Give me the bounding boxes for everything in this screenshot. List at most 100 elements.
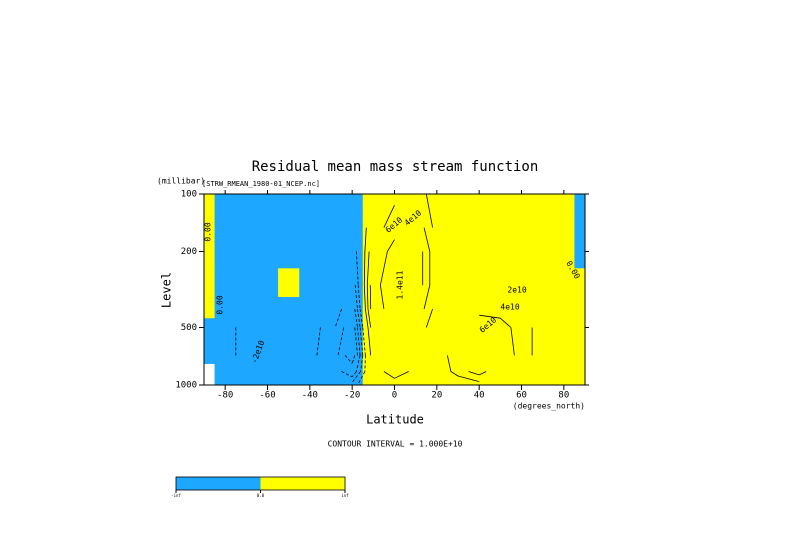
field-cell [204, 210, 216, 241]
field-cell [405, 363, 427, 379]
field-cell [299, 194, 321, 212]
field-cell [362, 194, 385, 212]
field-cell [235, 363, 258, 379]
field-cell [405, 318, 427, 342]
contour-label: 0.00 [216, 295, 225, 314]
field-cell [235, 194, 258, 212]
field-cell [574, 341, 586, 364]
field-cell [278, 194, 300, 212]
x-axis-label: Latitude [366, 413, 424, 427]
field-cell [426, 297, 448, 319]
field-cell [341, 297, 364, 319]
field-cell [405, 239, 427, 269]
field-cell [214, 239, 237, 269]
field-cell [214, 378, 237, 386]
field-cell [532, 318, 554, 342]
field-cell [426, 341, 448, 364]
field-cell [489, 363, 512, 379]
contour-line [380, 239, 395, 310]
field-cell [214, 341, 237, 364]
field-cell [320, 297, 343, 319]
field-cell [362, 341, 385, 364]
field-cell [278, 378, 300, 386]
field-cell [256, 297, 279, 319]
field-cell [510, 268, 533, 298]
field-cell [256, 318, 279, 342]
field-cell [204, 297, 216, 319]
field-cell [341, 363, 364, 379]
field-cell [574, 239, 586, 269]
x-tick-label: 60 [516, 391, 527, 401]
field-cell [235, 318, 258, 342]
field-cell [447, 194, 470, 212]
field-cell [553, 268, 575, 298]
contour-line [235, 251, 366, 386]
y-tick-label: 500 [181, 323, 197, 333]
field-cell [256, 363, 279, 379]
field-cell [532, 341, 554, 364]
field-cell [553, 239, 575, 269]
x-tick-label: -40 [302, 391, 318, 401]
field-cell [426, 378, 448, 386]
field-cell [468, 318, 491, 342]
field-cell [362, 239, 385, 269]
contour-line [363, 227, 533, 356]
field-cell [532, 297, 554, 319]
field-cell [278, 239, 300, 269]
field-cell [489, 297, 512, 319]
contour-line [316, 285, 364, 383]
field-cell [320, 363, 343, 379]
x-tick-label: 20 [431, 391, 442, 401]
field-cell [405, 378, 427, 386]
field-cell [553, 297, 575, 319]
field-cell [510, 341, 533, 364]
field-cell [299, 318, 321, 342]
field-cell [553, 210, 575, 241]
field-cell [574, 363, 586, 379]
field-cell [468, 210, 491, 241]
x-tick-label: -80 [217, 391, 233, 401]
field-cell [256, 239, 279, 269]
y-tick-label: 100 [181, 190, 197, 200]
field-cell [383, 268, 406, 298]
field-cell [235, 297, 258, 319]
field-cell [405, 297, 427, 319]
field-cell [235, 239, 258, 269]
field-cell [214, 363, 237, 379]
field-cell [299, 341, 321, 364]
contour-label: 0.00 [204, 222, 213, 241]
contour-line [344, 355, 356, 364]
field-cell [468, 239, 491, 269]
field-cell [362, 318, 385, 342]
chart-title: Residual mean mass stream function [252, 159, 539, 175]
field-cell [532, 378, 554, 386]
colorbar-label: 0.0 [257, 493, 265, 498]
field-cell [256, 194, 279, 212]
y-tick-label: 1000 [175, 381, 197, 391]
field-cell [256, 341, 279, 364]
field-cell [320, 239, 343, 269]
contour-label: 4e10 [500, 303, 519, 312]
field-cell [204, 318, 216, 342]
contour-line [366, 193, 515, 382]
field-cell [214, 268, 237, 298]
field-cell [510, 194, 533, 212]
field-cell [278, 297, 300, 319]
field-cell [426, 268, 448, 298]
field-cell [468, 194, 491, 212]
fill-layer [204, 194, 586, 386]
field-cell [574, 194, 586, 212]
field-cell [468, 268, 491, 298]
field-cell [532, 210, 554, 241]
field-cell [341, 268, 364, 298]
field-cell [299, 297, 321, 319]
field-cell [489, 318, 512, 342]
field-cell [383, 194, 406, 212]
field-cell [383, 239, 406, 269]
field-cell [510, 210, 533, 241]
field-cell [256, 210, 279, 241]
colorbar-swatch [260, 477, 345, 490]
field-cell [447, 378, 470, 386]
field-cell [574, 268, 586, 298]
field-cell [489, 341, 512, 364]
